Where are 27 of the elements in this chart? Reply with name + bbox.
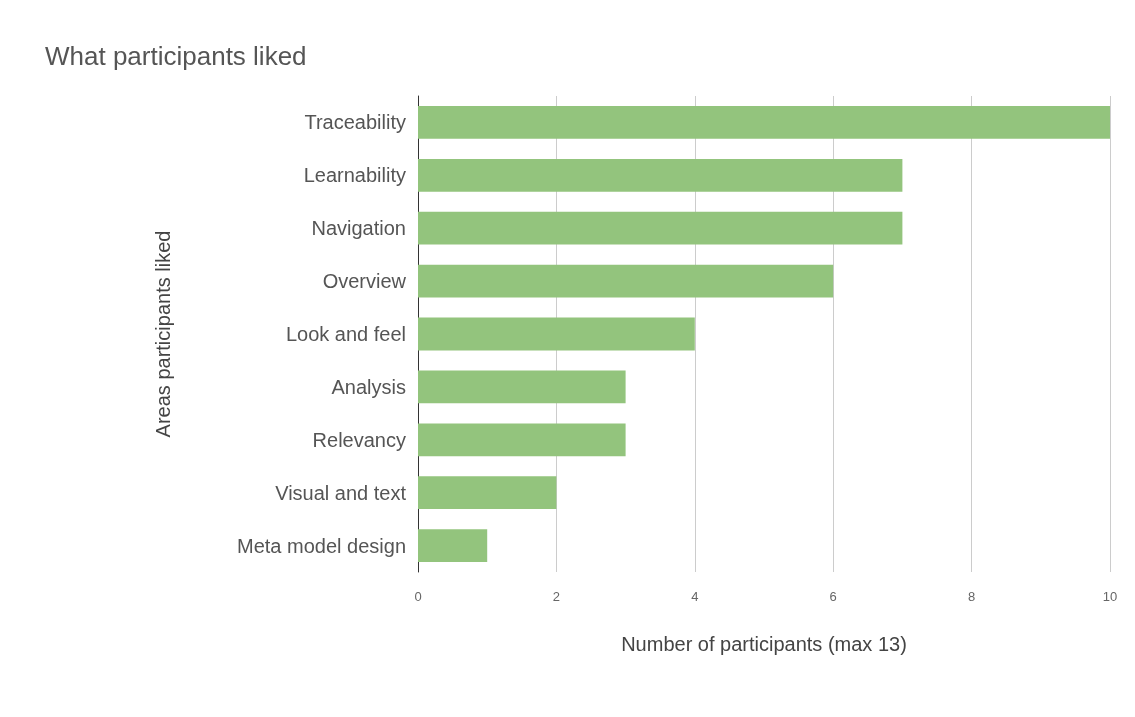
x-tick-label: 2: [552, 589, 561, 604]
bar: [418, 158, 903, 192]
x-tick-label: 10: [1102, 589, 1118, 604]
y-tick-label: Look and feel: [285, 323, 406, 345]
x-tick-label: 8: [967, 589, 976, 604]
x-axis-title: Number of participants (max 13): [621, 633, 907, 655]
bar: [418, 106, 1110, 139]
bar: [418, 317, 695, 351]
bar: [418, 264, 834, 298]
y-axis-title: Areas participants liked: [152, 230, 174, 438]
y-tick-label: Relevancy: [312, 428, 406, 451]
x-tick-label: 0: [414, 589, 422, 604]
bar: [418, 423, 626, 457]
x-tick-label: 6: [829, 589, 837, 604]
bar: [418, 529, 488, 562]
bar: [418, 370, 626, 404]
y-tick-label: Navigation: [311, 217, 406, 240]
bar: [418, 211, 903, 245]
text: What participants liked: [45, 41, 307, 71]
y-tick-label: Visual and text: [275, 481, 407, 504]
y-tick-label: Overview: [322, 270, 407, 293]
y-tick-label: Analysis: [331, 375, 406, 398]
x-tick-label: 4: [691, 589, 699, 604]
y-tick-label: Meta model design: [237, 534, 406, 557]
bar: [418, 476, 557, 510]
y-tick-label: Traceability: [304, 111, 406, 134]
y-tick-label: Learnability: [303, 164, 406, 187]
